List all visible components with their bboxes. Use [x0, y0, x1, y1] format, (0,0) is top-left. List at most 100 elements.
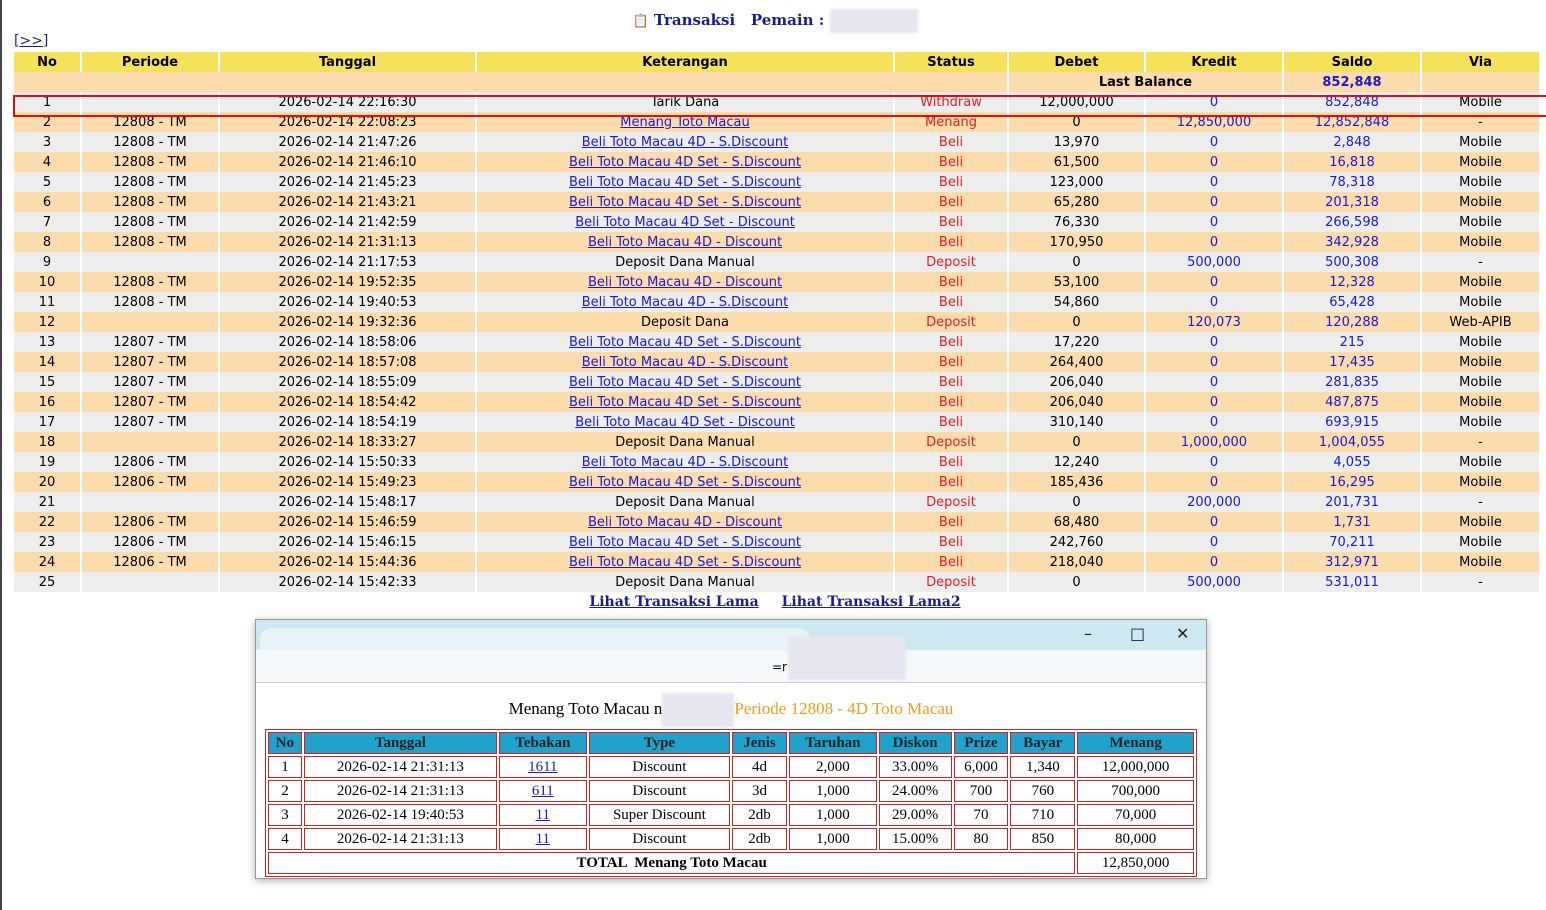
tanggal: 2026-02-14 22:08:23	[220, 112, 475, 132]
saldo: 312,971	[1284, 552, 1420, 572]
description-link[interactable]: Beli Toto Macau 4D - Discount	[587, 514, 783, 530]
via: Mobile	[1422, 452, 1539, 472]
no: 15	[14, 372, 80, 392]
description-link[interactable]: Beli Toto Macau 4D - S.Discount	[581, 134, 789, 150]
popup-heading: Menang Toto Macau n Periode 12808 - 4D To…	[256, 693, 1206, 727]
saldo: 16,295	[1284, 472, 1420, 492]
status: Beli	[895, 192, 1007, 212]
description-link[interactable]: Beli Toto Macau 4D - S.Discount	[581, 454, 789, 470]
via: Mobile	[1422, 212, 1539, 232]
column-header: Keterangan	[477, 52, 893, 72]
old-link[interactable]: Lihat Transaksi Lama	[589, 594, 759, 610]
saldo: 693,915	[1284, 412, 1420, 432]
nav-link[interactable]: [>>]	[14, 33, 49, 49]
description-link[interactable]: Beli Toto Macau 4D Set - S.Discount	[569, 154, 801, 170]
column-header: Type	[588, 732, 731, 754]
tanggal: 2026-02-14 21:46:10	[220, 152, 475, 172]
debet: 0	[1009, 492, 1144, 512]
description-link[interactable]: Beli Toto Macau 4D - Discount	[587, 274, 783, 290]
saldo: 281,835	[1284, 372, 1420, 392]
column-header: Tebakan	[498, 732, 587, 754]
row: 4 12808 - TM 2026-02-14 21:46:10 Beli Toto …	[14, 152, 1539, 172]
header-row: No Periode Tanggal Keterangan Status Debet Kre…	[14, 52, 1539, 72]
periode	[82, 492, 218, 512]
kredit: 0	[1146, 232, 1282, 252]
row: 14 12807 - TM 2026-02-14 18:57:08 Beli Toto…	[14, 352, 1539, 372]
no: 18	[14, 432, 80, 452]
kredit: 0	[1146, 192, 1282, 212]
saldo: 201,318	[1284, 192, 1420, 212]
cell: 12,000,000	[1077, 756, 1194, 778]
description-link[interactable]: Beli Toto Macau 4D Set - S.Discount	[569, 334, 801, 350]
description-link[interactable]: Beli Toto Macau 4D Set - S.Discount	[569, 554, 801, 570]
via: Mobile	[1422, 472, 1539, 492]
old-link-2[interactable]: Lihat Transaksi Lama2	[781, 594, 961, 610]
description-link[interactable]: Beli Toto Macau 4D Set - Discount	[575, 214, 795, 230]
close[interactable]: ✕	[1176, 624, 1190, 643]
saldo: 500,308	[1284, 252, 1420, 272]
guess-link[interactable]: 11	[535, 806, 551, 823]
cell: 2,000	[788, 756, 877, 778]
saldo: 78,318	[1284, 172, 1420, 192]
status: Deposit	[895, 572, 1007, 592]
minimize[interactable]: –	[1084, 624, 1092, 643]
status: Deposit	[895, 432, 1007, 452]
debet: 53,100	[1009, 272, 1144, 292]
row: 24 12806 - TM 2026-02-14 15:44:36 Beli Toto…	[14, 552, 1539, 572]
tanggal: 2026-02-14 15:44:36	[220, 552, 475, 572]
popup-window: – □ ✕ =r Menang Toto Macau n Periode 1280…	[255, 619, 1207, 879]
description-link[interactable]: Beli Toto Macau 4D Set - S.Discount	[569, 474, 801, 490]
periode: 12807 - TM	[82, 352, 218, 372]
kredit: 0	[1146, 352, 1282, 372]
via: Mobile	[1422, 232, 1539, 252]
saldo: 70,211	[1284, 532, 1420, 552]
cell: 2026-02-14 21:31:13	[303, 828, 497, 850]
transaction-table: No Periode Tanggal Keterangan Status Debet Kre…	[12, 52, 1541, 592]
status: Beli	[895, 412, 1007, 432]
via: Mobile	[1422, 192, 1539, 212]
guess-link[interactable]: 11	[535, 830, 551, 847]
no: 24	[14, 552, 80, 572]
row: 4 2026-02-14 21:31:13 11 Discount 2db 1,000 15…	[268, 828, 1194, 850]
cell: Super Discount	[588, 804, 731, 826]
no: 10	[14, 272, 80, 292]
no: 13	[14, 332, 80, 352]
no: 3	[14, 132, 80, 152]
description-link[interactable]: Beli Toto Macau 4D Set - S.Discount	[569, 534, 801, 550]
cell: Beli Toto Macau 4D Set - S.Discount	[477, 192, 893, 212]
debet: 185,436	[1009, 472, 1144, 492]
kredit: 0	[1146, 472, 1282, 492]
cell: Discount	[588, 828, 731, 850]
heading: Menang Toto Macau n	[508, 698, 663, 718]
column-header: Via	[1422, 52, 1539, 72]
description-link[interactable]: Beli Toto Macau 4D Set - S.Discount	[569, 394, 801, 410]
maximize[interactable]: □	[1130, 624, 1146, 643]
cell: 2	[268, 780, 302, 802]
no: 6	[14, 192, 80, 212]
status: Beli	[895, 472, 1007, 492]
description-link[interactable]: Beli Toto Macau 4D Set - Discount	[575, 414, 795, 430]
description-link[interactable]: Beli Toto Macau 4D - Discount	[587, 234, 783, 250]
last-balance-label: Last Balance	[1009, 72, 1282, 92]
debet: 218,040	[1009, 552, 1144, 572]
description-link[interactable]: Beli Toto Macau 4D - S.Discount	[581, 294, 789, 310]
periode: 12807 - TM	[82, 412, 218, 432]
guess-link[interactable]: 611	[531, 782, 554, 799]
description-link[interactable]: Menang Toto Macau	[620, 114, 750, 130]
description-link[interactable]: Beli Toto Macau 4D Set - S.Discount	[569, 174, 801, 190]
cell: 611	[498, 780, 587, 802]
cell: 2db	[732, 828, 787, 850]
description-link[interactable]: Beli Toto Macau 4D Set - S.Discount	[569, 374, 801, 390]
guess-link[interactable]: 1611	[528, 758, 558, 775]
periode: 12808 - TM	[82, 172, 218, 192]
debet: 0	[1009, 112, 1144, 132]
last-balance-row: Last Balance 852,848	[14, 72, 1539, 92]
cell: 3d	[732, 780, 787, 802]
saldo: 201,731	[1284, 492, 1420, 512]
no: 25	[14, 572, 80, 592]
via: Mobile	[1422, 92, 1539, 112]
debet: 170,950	[1009, 232, 1144, 252]
description-link[interactable]: Beli Toto Macau 4D Set - S.Discount	[569, 194, 801, 210]
description-link[interactable]: Beli Toto Macau 4D - S.Discount	[581, 354, 789, 370]
column-header: Saldo	[1284, 52, 1420, 72]
